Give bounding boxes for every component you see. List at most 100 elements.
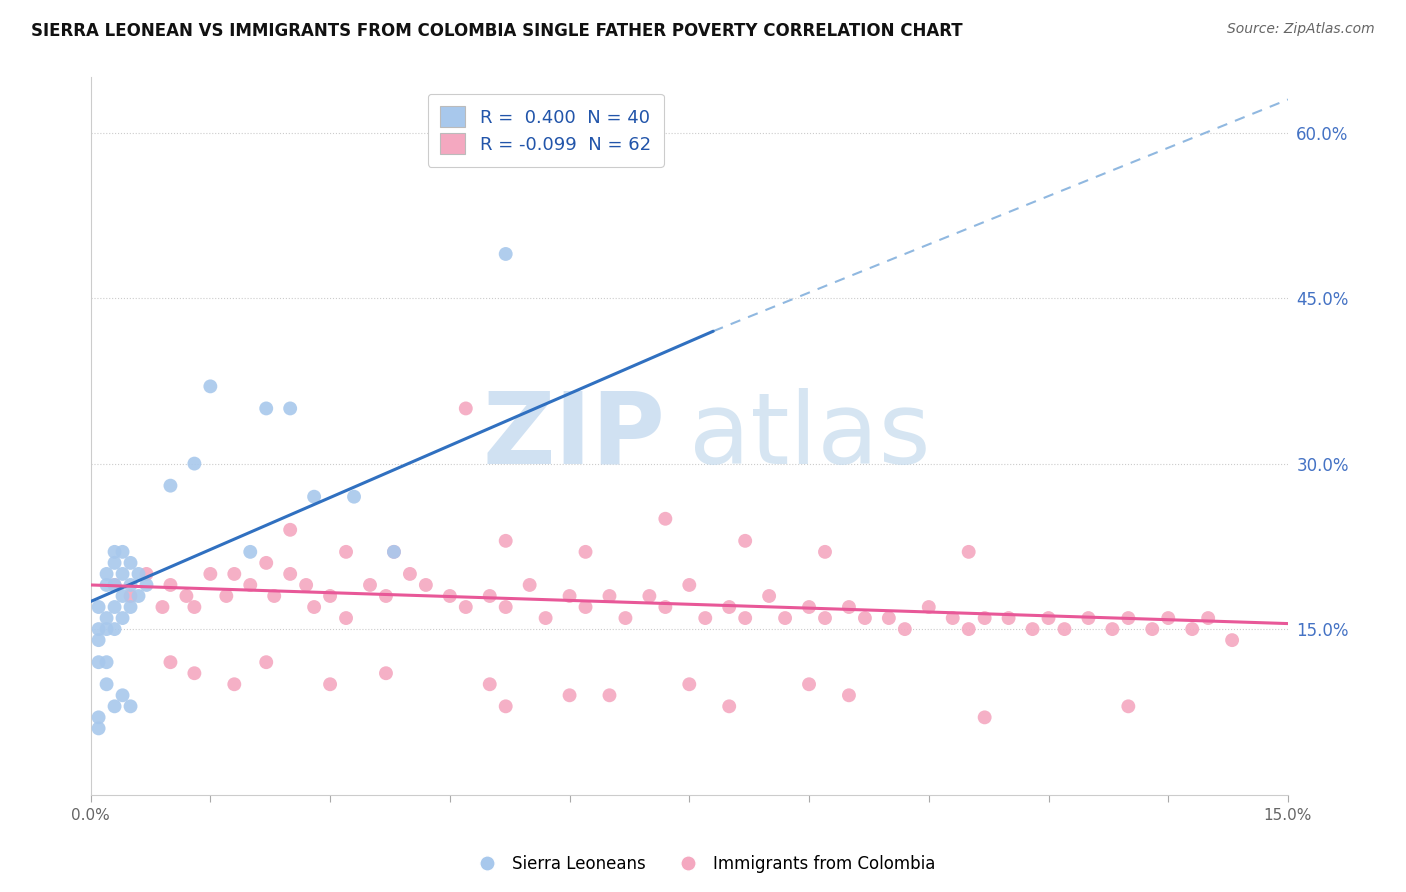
Point <box>382 545 405 559</box>
Point <box>1118 611 1140 625</box>
Point <box>224 566 246 581</box>
Point <box>96 622 118 636</box>
Point <box>495 600 517 615</box>
Point <box>87 710 110 724</box>
Point <box>478 677 501 691</box>
Point <box>838 600 860 615</box>
Text: atlas: atlas <box>689 387 931 484</box>
Point <box>495 699 517 714</box>
Point <box>638 589 661 603</box>
Point <box>319 589 342 603</box>
Point <box>103 556 125 570</box>
Point <box>183 600 205 615</box>
Point <box>918 600 941 615</box>
Point <box>96 611 118 625</box>
Point <box>877 611 900 625</box>
Point <box>319 677 342 691</box>
Point <box>399 566 422 581</box>
Point <box>278 401 301 416</box>
Point <box>574 600 596 615</box>
Point <box>359 578 381 592</box>
Point <box>1197 611 1219 625</box>
Y-axis label: Single Father Poverty: Single Father Poverty <box>0 354 7 517</box>
Point <box>1157 611 1180 625</box>
Point <box>973 710 995 724</box>
Point <box>894 622 917 636</box>
Point <box>734 611 756 625</box>
Point <box>200 379 222 393</box>
Point <box>454 401 477 416</box>
Point <box>495 533 517 548</box>
Point <box>734 533 756 548</box>
Point <box>120 589 142 603</box>
Point <box>335 611 357 625</box>
Point <box>152 600 174 615</box>
Point <box>1053 622 1076 636</box>
Point <box>758 589 780 603</box>
Point <box>183 666 205 681</box>
Point <box>343 490 366 504</box>
Point <box>111 611 134 625</box>
Point <box>135 578 157 592</box>
Point <box>1021 622 1043 636</box>
Legend: R =  0.400  N = 40, R = -0.099  N = 62: R = 0.400 N = 40, R = -0.099 N = 62 <box>427 94 664 167</box>
Point <box>254 655 277 669</box>
Point <box>87 633 110 648</box>
Point <box>87 600 110 615</box>
Point <box>200 566 222 581</box>
Point <box>239 545 262 559</box>
Point <box>478 589 501 603</box>
Point <box>111 566 134 581</box>
Point <box>239 578 262 592</box>
Point <box>415 578 437 592</box>
Point <box>495 247 517 261</box>
Point <box>87 655 110 669</box>
Point <box>454 600 477 615</box>
Point <box>957 545 980 559</box>
Point <box>797 677 820 691</box>
Point <box>997 611 1019 625</box>
Point <box>942 611 965 625</box>
Point <box>295 578 318 592</box>
Point <box>278 566 301 581</box>
Point <box>1142 622 1164 636</box>
Text: SIERRA LEONEAN VS IMMIGRANTS FROM COLOMBIA SINGLE FATHER POVERTY CORRELATION CHA: SIERRA LEONEAN VS IMMIGRANTS FROM COLOMB… <box>31 22 963 40</box>
Point <box>838 688 860 702</box>
Point <box>96 566 118 581</box>
Point <box>103 699 125 714</box>
Point <box>302 600 325 615</box>
Point <box>96 677 118 691</box>
Point <box>558 688 581 702</box>
Point <box>614 611 637 625</box>
Point <box>534 611 557 625</box>
Point <box>654 512 676 526</box>
Point <box>718 600 741 615</box>
Point <box>120 600 142 615</box>
Point <box>558 589 581 603</box>
Point <box>375 589 398 603</box>
Point <box>814 611 837 625</box>
Point <box>120 578 142 592</box>
Point <box>382 545 405 559</box>
Point <box>128 589 150 603</box>
Point <box>654 600 676 615</box>
Point <box>159 655 181 669</box>
Point <box>176 589 198 603</box>
Point <box>87 722 110 736</box>
Point <box>103 578 125 592</box>
Point <box>103 578 125 592</box>
Point <box>159 578 181 592</box>
Point <box>1038 611 1060 625</box>
Point <box>96 655 118 669</box>
Point <box>1118 699 1140 714</box>
Point <box>678 677 700 691</box>
Text: Source: ZipAtlas.com: Source: ZipAtlas.com <box>1227 22 1375 37</box>
Point <box>278 523 301 537</box>
Point <box>797 600 820 615</box>
Point <box>439 589 461 603</box>
Point <box>519 578 541 592</box>
Point <box>254 556 277 570</box>
Point <box>215 589 238 603</box>
Point <box>183 457 205 471</box>
Point <box>695 611 717 625</box>
